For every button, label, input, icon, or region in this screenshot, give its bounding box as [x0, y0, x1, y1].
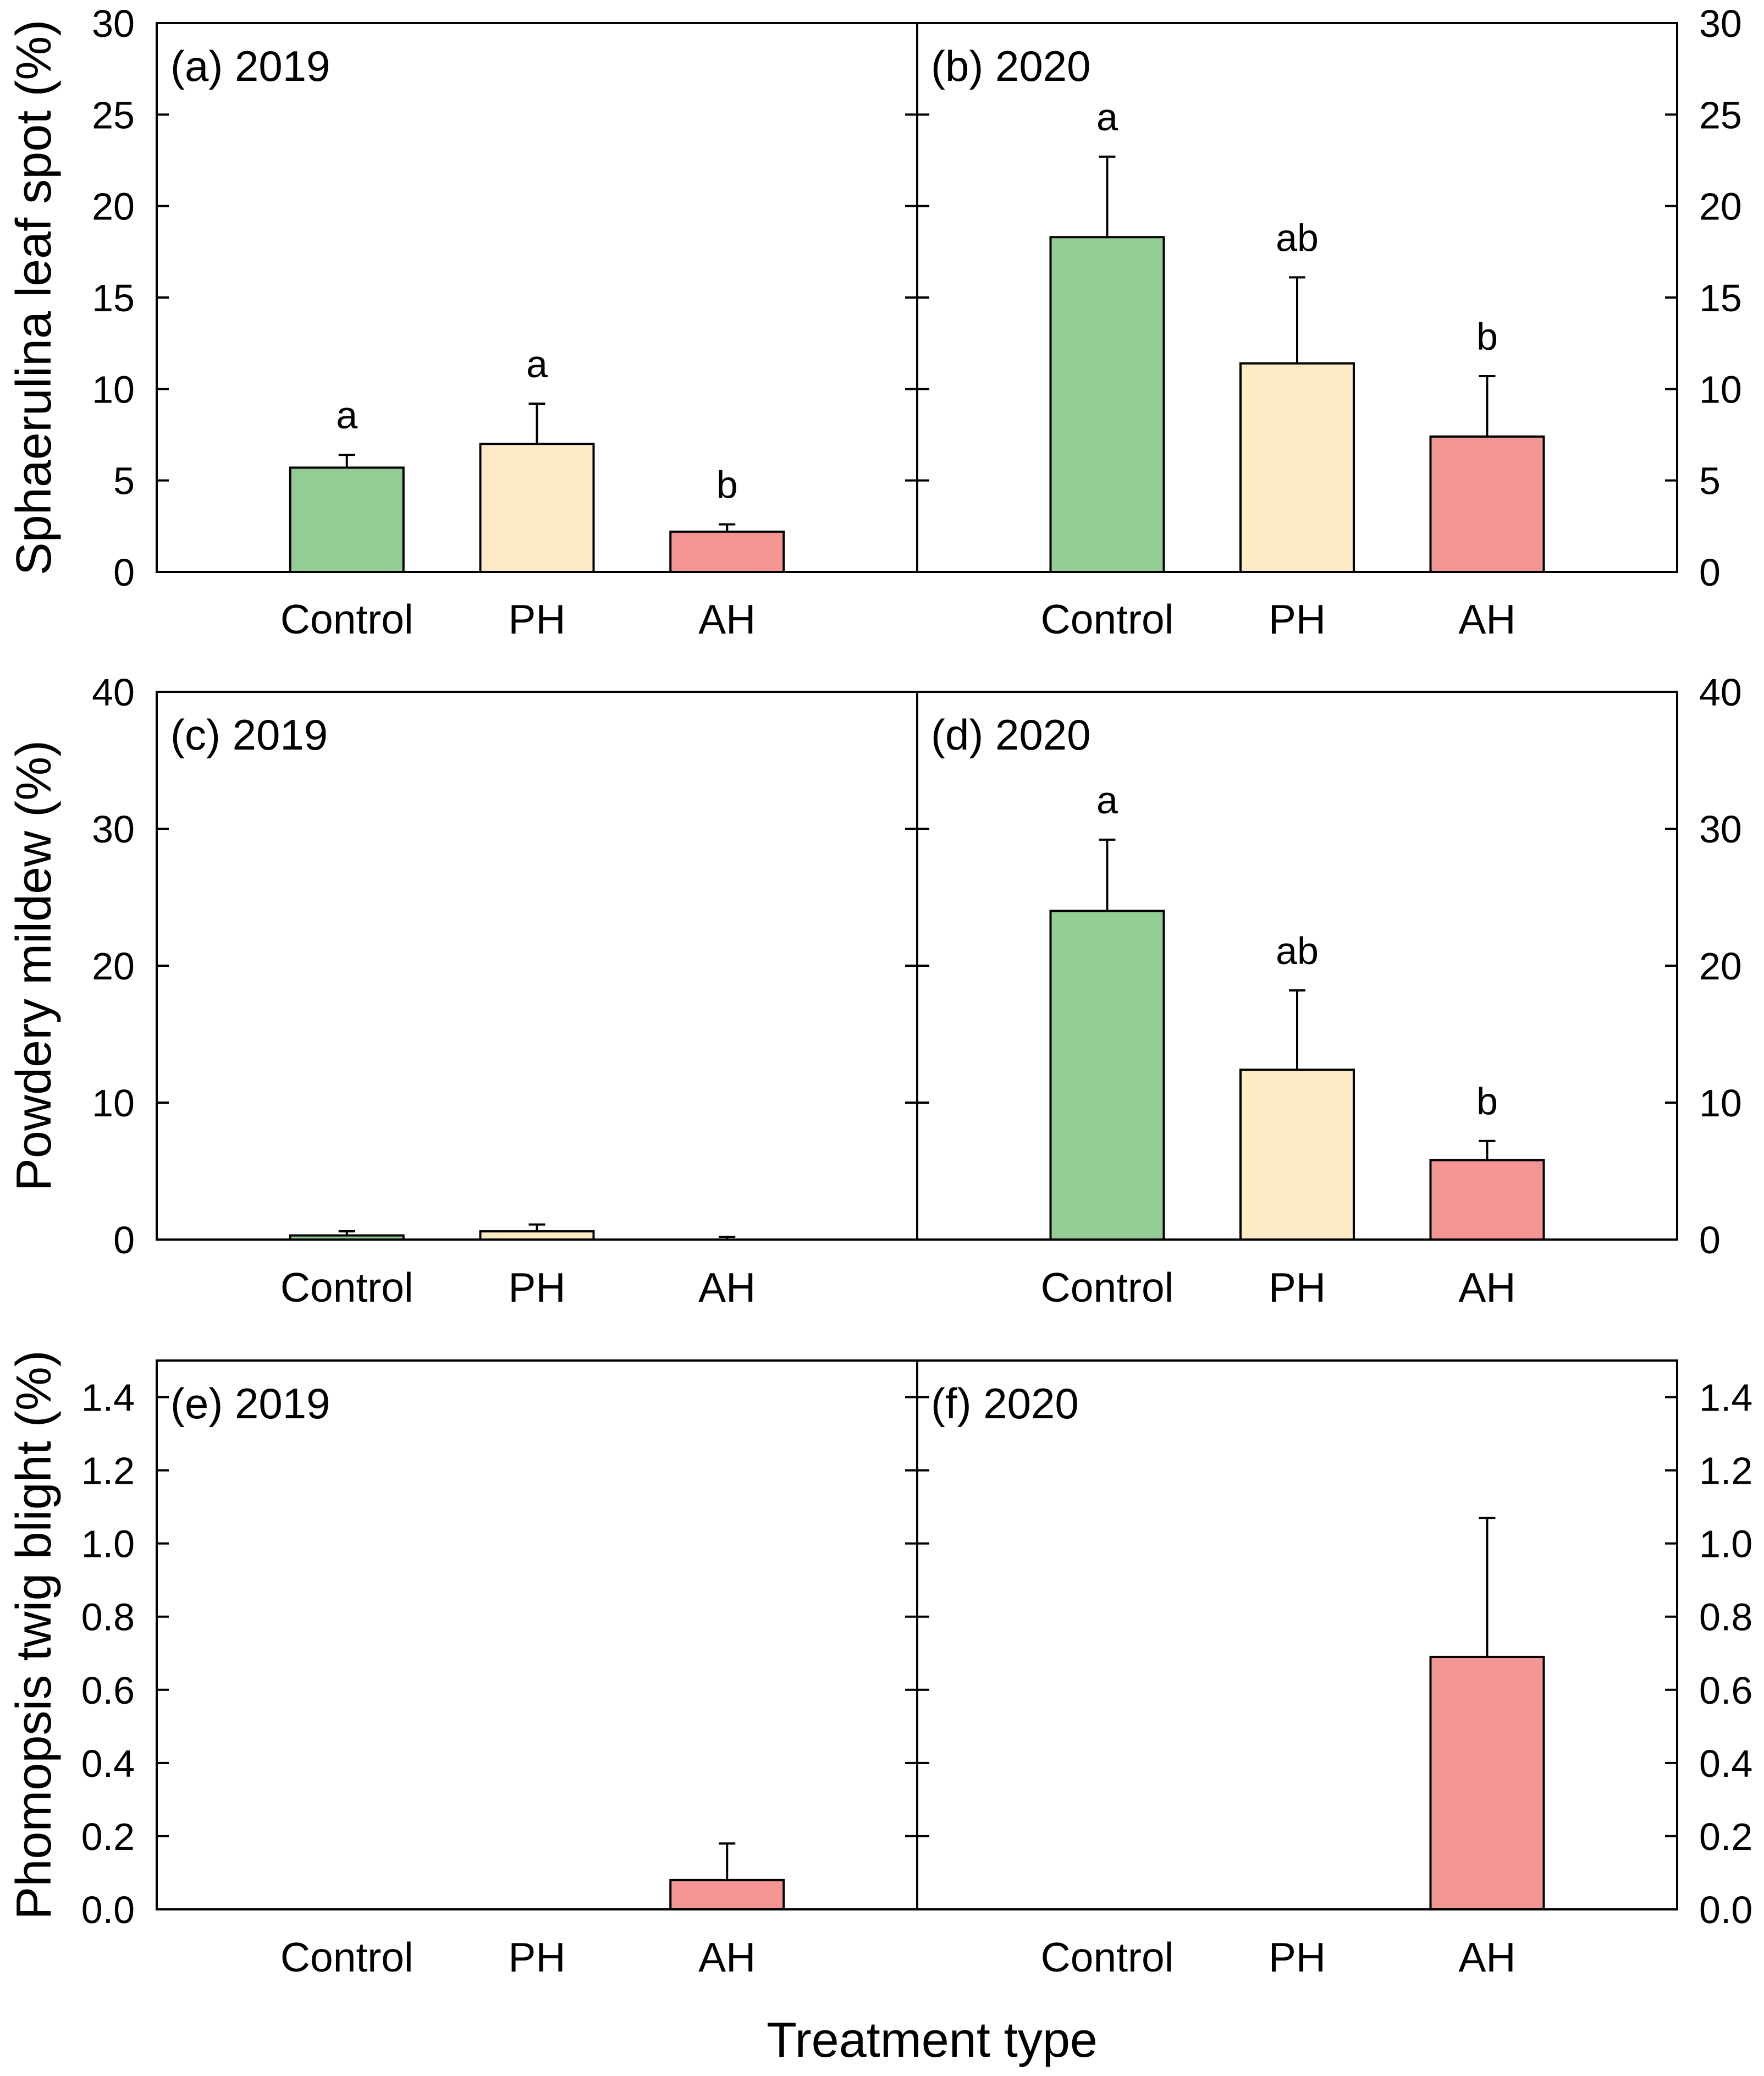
y-tick-label-right: 1.0 [1699, 1523, 1752, 1566]
y-tick-label-right: 0 [1699, 1219, 1721, 1262]
y-tick-label-left: 0.4 [81, 1742, 135, 1785]
bar-ah [1429, 1159, 1545, 1241]
bar-ah [1429, 1655, 1545, 1910]
panel-label: (e) 2019 [170, 1379, 330, 1428]
y-tick-label-left: 20 [92, 945, 135, 988]
bar-ph [1239, 362, 1355, 573]
y-tick-label-left: 30 [92, 2, 135, 45]
x-tick-label: PH [1269, 596, 1326, 642]
panel-label: (c) 2019 [170, 711, 328, 759]
y-tick-label-right: 1.4 [1699, 1376, 1752, 1419]
y-tick-label-left: 40 [92, 671, 135, 714]
y-tick-label-right: 10 [1699, 368, 1742, 411]
bar-ph [1239, 1069, 1355, 1241]
bar-control [1049, 236, 1165, 574]
significance-letter: ab [1276, 216, 1319, 259]
panel-label: (a) 2019 [170, 42, 330, 90]
x-tick-label: Control [1041, 1264, 1174, 1310]
panel-label: (b) 2020 [931, 42, 1091, 90]
x-tick-label: PH [1269, 1264, 1326, 1310]
significance-letter: b [1476, 1080, 1498, 1123]
y-tick-label-right: 0.2 [1699, 1815, 1752, 1858]
y-tick-label-left: 20 [92, 185, 135, 228]
significance-letter: a [1096, 779, 1118, 822]
significance-letter: a [336, 394, 357, 437]
bar-ah [669, 530, 785, 574]
y-tick-label-right: 30 [1699, 2, 1742, 45]
y-tick-label-right: 0.8 [1699, 1596, 1752, 1639]
significance-letter: a [526, 343, 548, 386]
significance-letter: b [1476, 315, 1498, 358]
y-tick-label-right: 0.4 [1699, 1742, 1752, 1785]
y-tick-label-right: 5 [1699, 460, 1721, 503]
x-tick-label: Control [1041, 1934, 1174, 1980]
bar-ph [479, 443, 595, 574]
y-tick-label-right: 40 [1699, 671, 1742, 714]
y-tick-label-right: 0.6 [1699, 1669, 1752, 1712]
y-tick-label-left: 0.0 [81, 1888, 135, 1931]
x-tick-label: Control [1041, 596, 1174, 642]
y-tick-label-right: 20 [1699, 185, 1742, 228]
x-tick-label: PH [508, 1264, 565, 1310]
y-tick-label-left: 15 [92, 277, 135, 320]
y-tick-label-right: 20 [1699, 945, 1742, 988]
x-tick-label: Control [280, 596, 414, 642]
bar-ah [669, 1879, 785, 1911]
y-tick-label-right: 25 [1699, 93, 1742, 136]
y-tick-label-left: 0.6 [81, 1669, 135, 1712]
y-tick-label-right: 10 [1699, 1082, 1742, 1125]
x-tick-label: AH [698, 1934, 756, 1980]
bar-ah [1429, 435, 1545, 573]
y-axis-title: Sphaerulina leaf spot (%) [7, 20, 62, 576]
significance-letter: ab [1276, 929, 1319, 972]
x-tick-label: PH [508, 1934, 565, 1980]
y-tick-label-left: 0 [113, 551, 135, 594]
x-tick-label: AH [698, 1264, 756, 1310]
x-axis-title: Treatment type [767, 2013, 1098, 2068]
y-tick-label-left: 1.2 [81, 1450, 135, 1493]
y-tick-label-left: 10 [92, 368, 135, 411]
x-tick-label: AH [1458, 1264, 1515, 1310]
y-tick-label-left: 1.4 [81, 1376, 135, 1419]
y-tick-label-left: 1.0 [81, 1523, 135, 1566]
y-tick-label-right: 0 [1699, 551, 1721, 594]
y-tick-label-left: 10 [92, 1082, 135, 1125]
x-tick-label: PH [508, 596, 565, 642]
y-tick-label-left: 30 [92, 808, 135, 851]
y-axis-title: Powdery mildew (%) [7, 740, 62, 1191]
y-tick-label-left: 0.2 [81, 1815, 135, 1858]
y-tick-label-left: 5 [113, 460, 135, 503]
significance-letter: a [1096, 96, 1118, 139]
bar-ph [479, 1230, 595, 1241]
x-tick-label: AH [1458, 596, 1515, 642]
x-tick-label: Control [280, 1264, 414, 1310]
x-tick-label: AH [1458, 1934, 1515, 1980]
bar-control [289, 466, 405, 573]
bar-control [1049, 910, 1165, 1241]
y-tick-label-right: 30 [1699, 808, 1742, 851]
y-tick-label-left: 0 [113, 1219, 135, 1262]
y-tick-label-left: 25 [92, 93, 135, 136]
y-axis-title: Phomopsis twig blight (%) [7, 1350, 62, 1919]
y-tick-label-left: 0.8 [81, 1596, 135, 1639]
y-tick-label-right: 0.0 [1699, 1888, 1752, 1931]
x-tick-label: PH [1269, 1934, 1326, 1980]
panel-label: (d) 2020 [931, 711, 1091, 759]
x-tick-label: AH [698, 596, 756, 642]
y-tick-label-right: 1.2 [1699, 1450, 1752, 1493]
significance-letter: b [716, 464, 738, 506]
y-tick-label-right: 15 [1699, 277, 1742, 320]
x-tick-label: Control [280, 1934, 414, 1980]
panel-label: (f) 2020 [931, 1379, 1079, 1428]
